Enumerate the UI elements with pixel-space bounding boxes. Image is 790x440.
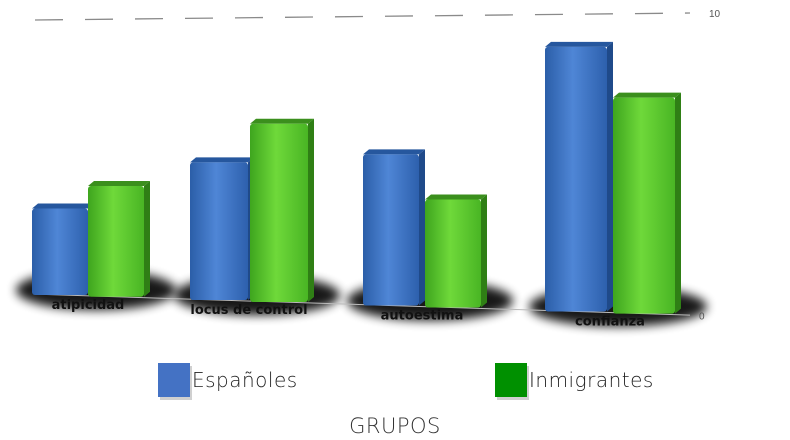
legend-swatch-espanoles: [158, 363, 190, 397]
bar-inmigrantes-locus-de-control: [250, 118, 314, 302]
bar-espanoles-atipicidad: [32, 203, 94, 295]
y-tick-label-max: 10: [709, 9, 721, 20]
bar-espanoles-autoestima: [363, 149, 425, 306]
x-tick-label-locus-de-control: locus de control: [190, 303, 307, 318]
y-tick-label-zero: 0: [699, 311, 705, 322]
bar-espanoles-confianza: [545, 41, 613, 312]
bar-inmigrantes-confianza: [613, 92, 681, 314]
legend-label-espanoles: Españoles: [192, 368, 298, 392]
legend-item-espanoles: Españoles: [158, 362, 298, 398]
legend-label-inmigrantes: Inmigrantes: [529, 368, 654, 392]
bar-inmigrantes-autoestima: [425, 194, 487, 308]
x-tick-label-confianza: confianza: [575, 315, 645, 330]
baseline: [34, 293, 691, 316]
legend-swatch-inmigrantes: [495, 363, 527, 397]
bar-inmigrantes-atipicidad: [88, 181, 150, 297]
x-tick-label-atipicidad: atipicidad: [52, 298, 125, 313]
gridline-max: [34, 12, 691, 21]
x-tick-label-autoestima: autoestima: [381, 309, 464, 324]
x-axis-title: GRUPOS: [349, 414, 441, 438]
bar-espanoles-locus-de-control: [190, 157, 254, 301]
legend-item-inmigrantes: Inmigrantes: [495, 362, 654, 398]
